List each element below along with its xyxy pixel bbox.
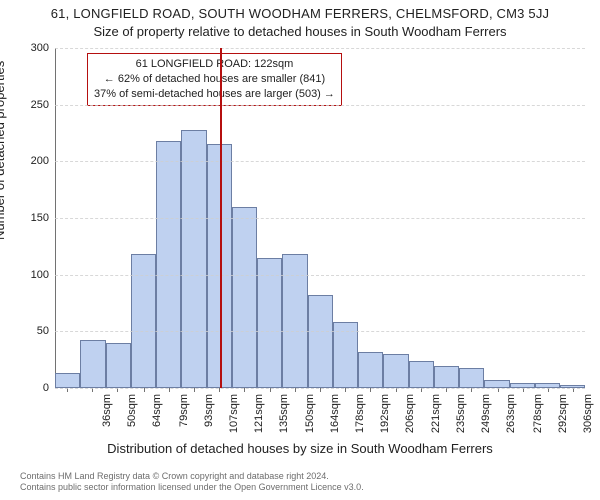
histogram-bar bbox=[181, 130, 206, 388]
annotation-line: ← 62% of detached houses are smaller (84… bbox=[94, 72, 335, 87]
gridline-h bbox=[55, 388, 585, 389]
annotation-box: 61 LONGFIELD ROAD: 122sqm← 62% of detach… bbox=[87, 53, 342, 106]
gridline-h bbox=[55, 275, 585, 276]
attribution-text: Contains HM Land Registry data © Crown c… bbox=[20, 471, 364, 494]
x-tick-label: 263sqm bbox=[505, 394, 517, 434]
x-tick-label: 79sqm bbox=[178, 394, 190, 434]
x-axis-label: Distribution of detached houses by size … bbox=[0, 441, 600, 456]
histogram-bar bbox=[257, 258, 282, 388]
reference-line bbox=[220, 48, 222, 388]
histogram-bar bbox=[484, 380, 509, 388]
x-tick-label: 121sqm bbox=[253, 394, 265, 434]
histogram-bar bbox=[434, 366, 459, 388]
x-tick-label: 50sqm bbox=[126, 394, 138, 434]
histogram-bar bbox=[409, 361, 434, 388]
x-tick-label: 64sqm bbox=[151, 394, 163, 434]
annotation-line: 61 LONGFIELD ROAD: 122sqm bbox=[94, 57, 335, 72]
x-tick-label: 135sqm bbox=[278, 394, 290, 434]
gridline-h bbox=[55, 105, 585, 106]
histogram-bar bbox=[80, 340, 105, 388]
y-tick-label: 0 bbox=[43, 382, 49, 394]
y-tick-label: 200 bbox=[31, 155, 49, 167]
attribution-line1: Contains HM Land Registry data © Crown c… bbox=[20, 471, 364, 483]
chart-title-main: 61, LONGFIELD ROAD, SOUTH WOODHAM FERRER… bbox=[0, 6, 600, 21]
x-tick-label: 107sqm bbox=[228, 394, 240, 434]
chart-plot-area: 36sqm50sqm64sqm79sqm93sqm107sqm121sqm135… bbox=[55, 48, 585, 388]
y-axis-label: Number of detached properties bbox=[0, 61, 7, 240]
x-axis-ticks: 36sqm 50sqm 64sqm 79sqm 93sqm 107sqm 121sqm 135… bbox=[55, 388, 585, 438]
histogram-bar bbox=[55, 373, 80, 388]
x-tick-label: 306sqm bbox=[582, 394, 594, 434]
attribution-line2: Contains public sector information licen… bbox=[20, 482, 364, 494]
histogram-bar bbox=[308, 295, 333, 388]
x-tick-label: 192sqm bbox=[379, 394, 391, 434]
histogram-bar bbox=[156, 141, 181, 388]
x-tick-label: 36sqm bbox=[101, 394, 113, 434]
chart-title-sub: Size of property relative to detached ho… bbox=[0, 24, 600, 39]
gridline-h bbox=[55, 161, 585, 162]
x-tick-label: 164sqm bbox=[329, 394, 341, 434]
gridline-h bbox=[55, 331, 585, 332]
y-tick-label: 300 bbox=[31, 42, 49, 54]
histogram-bar bbox=[383, 354, 408, 388]
histogram-bar bbox=[358, 352, 383, 388]
y-tick-label: 100 bbox=[31, 269, 49, 281]
histogram-bar bbox=[232, 207, 257, 388]
x-tick-label: 278sqm bbox=[532, 394, 544, 434]
y-tick-label: 150 bbox=[31, 212, 49, 224]
gridline-h bbox=[55, 48, 585, 49]
annotation-line: 37% of semi-detached houses are larger (… bbox=[94, 87, 335, 102]
x-tick-label: 178sqm bbox=[354, 394, 366, 434]
x-tick-label: 235sqm bbox=[455, 394, 467, 434]
x-tick-label: 93sqm bbox=[203, 394, 215, 434]
page-root: 61, LONGFIELD ROAD, SOUTH WOODHAM FERRER… bbox=[0, 0, 600, 500]
x-tick-label: 221sqm bbox=[430, 394, 442, 434]
x-tick-label: 292sqm bbox=[557, 394, 569, 434]
x-tick-label: 150sqm bbox=[304, 394, 316, 434]
histogram-bar bbox=[207, 144, 232, 388]
histogram-bar bbox=[459, 368, 484, 388]
gridline-h bbox=[55, 218, 585, 219]
x-tick-label: 249sqm bbox=[480, 394, 492, 434]
y-tick-label: 50 bbox=[37, 325, 49, 337]
y-tick-label: 250 bbox=[31, 99, 49, 111]
x-tick-label: 206sqm bbox=[404, 394, 416, 434]
histogram-bar bbox=[106, 343, 131, 388]
